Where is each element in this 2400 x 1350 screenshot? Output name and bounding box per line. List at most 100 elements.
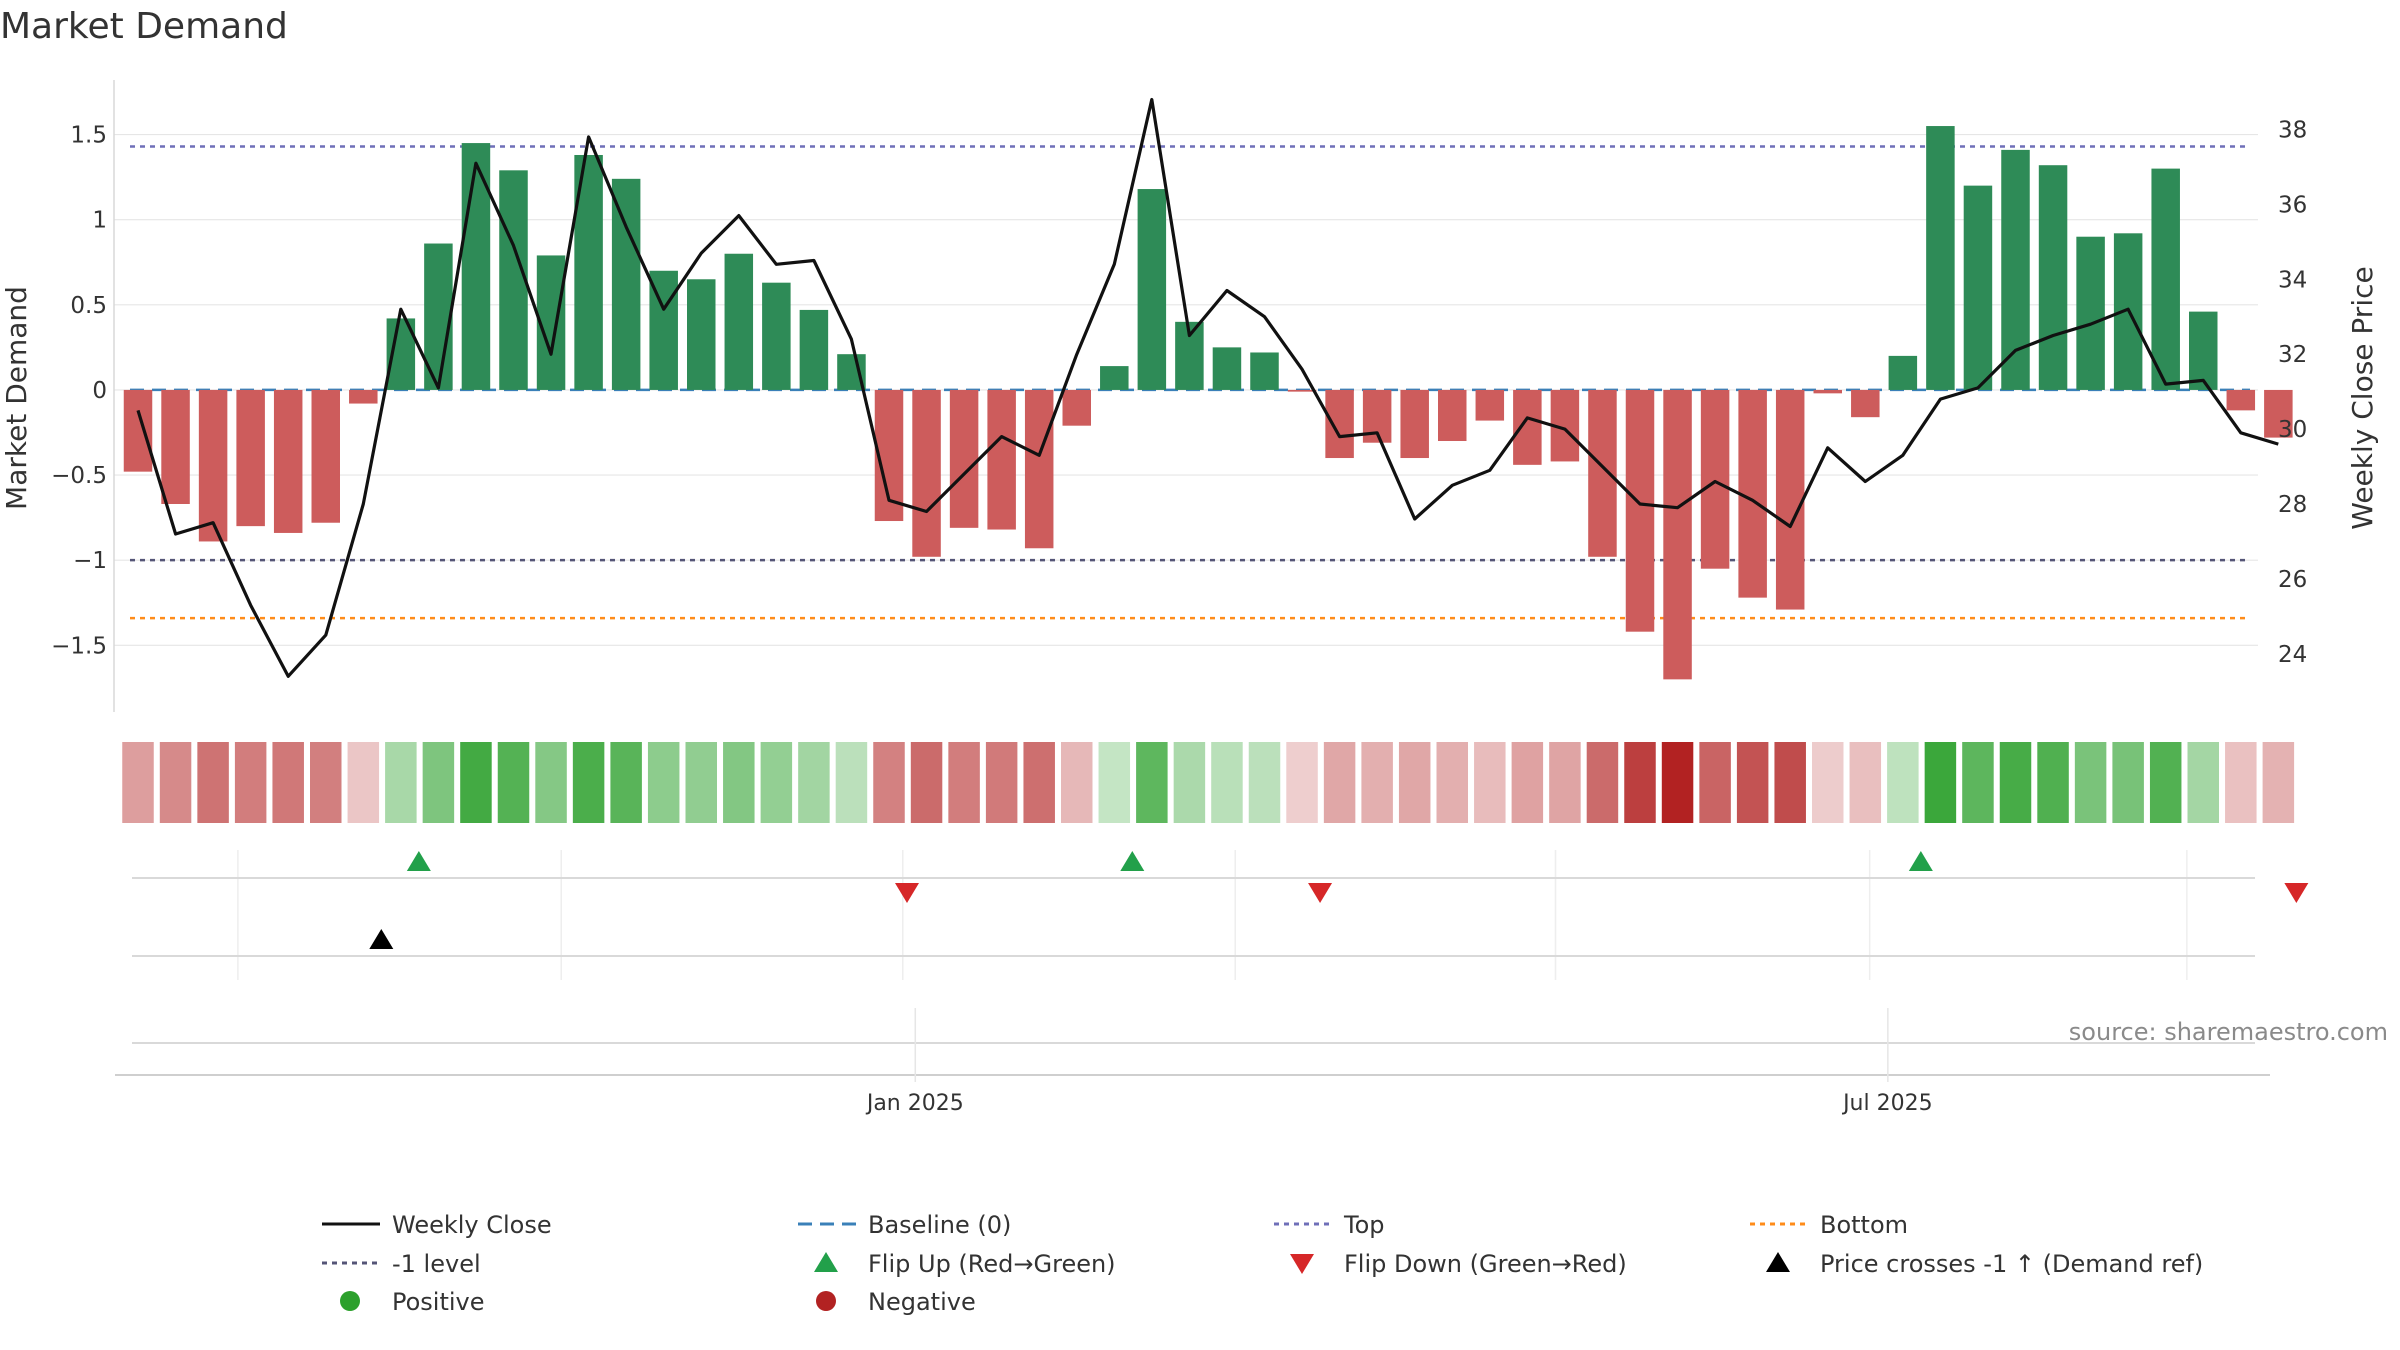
demand-bar [1813,389,1842,394]
demand-bar [2001,149,2030,390]
y-tick-label: 1 [92,208,107,234]
heat-cell [1999,742,2032,823]
demand-bar [1024,389,1054,549]
heat-cell [760,742,793,823]
heat-cell [1248,742,1281,823]
heat-cell [159,742,192,823]
heat-cell [347,742,380,823]
heat-cell [1474,742,1506,823]
legend-label: Flip Up (Red→Green) [868,1250,1116,1278]
demand-bar [1700,389,1730,569]
heat-cell [497,742,530,823]
y-tick-label: −0.5 [51,463,107,489]
flip-up-marker [1908,851,1933,871]
heat-cell [2112,742,2144,823]
demand-bar [1625,389,1655,632]
heat-cell [385,742,417,823]
demand-bars [123,126,2293,680]
y-tick-label: −1.5 [51,633,107,659]
chart-title: Market Demand [0,6,288,47]
price-cross-marker [369,929,394,949]
demand-bar [1513,389,1542,465]
demand-bar [1062,389,1091,426]
legend-swatch [816,1291,836,1311]
demand-bar [2189,311,2218,390]
demand-bar [1888,355,1918,390]
heat-cell [310,742,342,823]
demand-bar [949,389,979,528]
demand-bar [611,178,641,390]
flip-down-marker [1308,883,1333,903]
heat-cell [1211,742,1243,823]
heat-cell [2262,742,2295,823]
demand-bar [1212,347,1242,390]
heat-cell [1962,742,1994,823]
demand-bar [1325,389,1354,459]
demand-bar [799,309,829,390]
demand-bar [1250,352,1279,390]
demand-bar [2264,389,2293,438]
heat-cell [122,742,154,823]
demand-bar [161,389,190,504]
heat-cell [1849,742,1882,823]
demand-bar [1663,389,1692,680]
legend-label: Flip Down (Green→Red) [1344,1250,1627,1278]
demand-bar [461,143,491,390]
legend-swatch [340,1291,360,1311]
legend: Weekly Close Baseline (0) Top Bottom -1 leve… [322,1211,2203,1316]
heat-cell [197,742,229,823]
heat-cell [1061,742,1093,823]
y-tick-label: 0 [92,378,107,404]
y2-tick-label: 24 [2278,642,2307,668]
demand-bar [311,389,340,523]
flip-up-marker [1120,851,1145,871]
heat-cell [2037,742,2069,823]
y-tick-label: 1.5 [70,123,107,149]
demand-bar [2226,389,2256,411]
y2-tick-label: 26 [2278,567,2307,593]
y2-tick-label: 38 [2278,117,2307,143]
y2-axis: 38 36 34 32 30 28 26 24 [2278,117,2307,667]
heat-cell [610,742,642,823]
heat-cell [272,742,304,823]
y-tick-label: −1 [73,548,107,574]
legend-swatch [1766,1252,1790,1272]
heat-cell [1136,742,1168,823]
demand-bar [499,170,528,390]
legend-label: Baseline (0) [868,1211,1011,1239]
heat-cell [1774,742,1806,823]
demand-bar [987,389,1016,530]
y-axis-label: Market Demand [0,286,33,510]
demand-bar [762,282,791,390]
demand-bar [687,279,716,390]
demand-bar [273,389,303,533]
heat-cell [1098,742,1131,823]
heat-cell [2225,742,2257,823]
flip-down-marker [895,883,919,903]
source-annotation: source: sharemaestro.com [2069,1018,2388,1046]
legend-label: Price crosses -1 ↑ (Demand ref) [1820,1250,2203,1278]
heat-cell [723,742,755,823]
demand-bar [1438,389,1467,442]
heat-cell [1924,742,1957,823]
demand-bar [349,389,378,404]
legend-label: -1 level [392,1250,481,1278]
y2-tick-label: 32 [2278,342,2307,368]
heat-cell [835,742,868,823]
flip-up-marker [406,851,431,871]
legend-label: Weekly Close [392,1211,552,1239]
x-tick-label: Jan 2025 [865,1091,964,1116]
demand-heat-strip [122,742,2295,823]
y-tick-label: 0.5 [70,293,107,319]
heat-cell [1323,742,1356,823]
demand-bar [2038,165,2068,390]
heat-cell [873,742,905,823]
heat-cell [1023,742,1055,823]
heat-cell [1699,742,1731,823]
flip-down-marker [2284,883,2309,903]
heat-cell [1549,742,1581,823]
y2-axis-label: Weekly Close Price [2346,266,2379,529]
event-markers [132,850,2309,1044]
heat-cell [535,742,567,823]
demand-bar [1963,185,1993,390]
